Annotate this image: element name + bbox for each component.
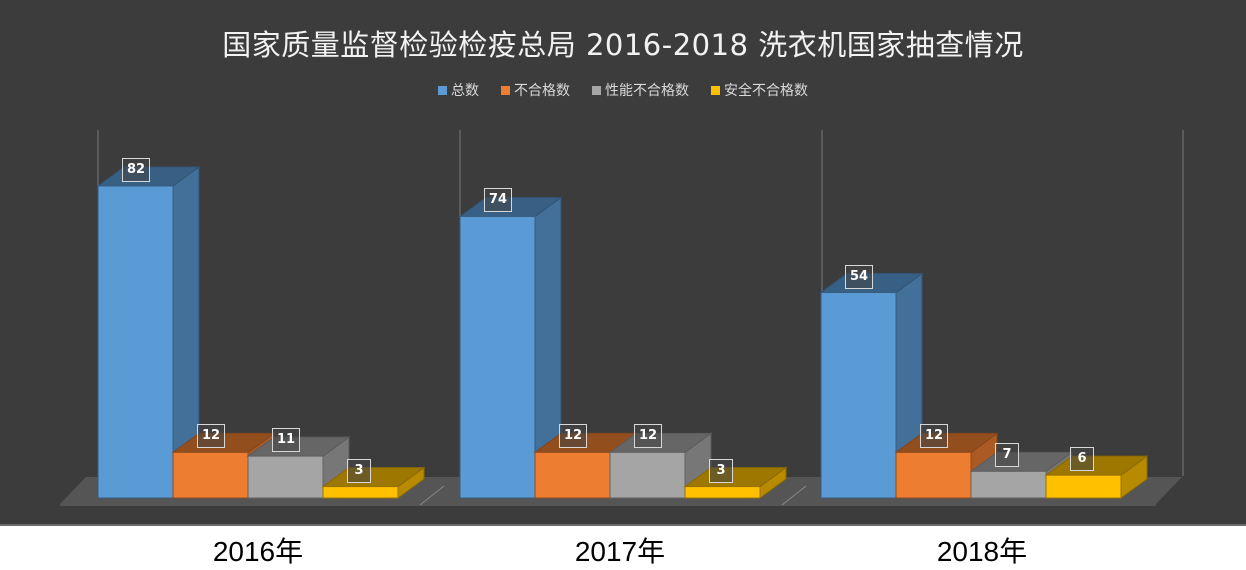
category-separator	[781, 485, 807, 506]
plot-area	[60, 130, 1184, 506]
category-label-2016: 2016年	[212, 536, 304, 567]
data-label: 3	[709, 458, 733, 483]
data-label: 6	[1070, 447, 1094, 472]
legend-item-total: 总数	[438, 80, 479, 100]
legend-swatch-unqualified	[501, 85, 510, 95]
chart-panel: 国家质量监督检验检疫总局 2016-2018 洗衣机国家抽查情况 总数 不合格数…	[0, 0, 1246, 526]
data-label: 54	[845, 264, 874, 289]
data-label: 82	[122, 158, 151, 182]
data-label: 12	[197, 424, 226, 449]
data-label: 12	[634, 424, 663, 449]
legend-label-unqualified: 不合格数	[514, 83, 570, 99]
legend-label-total: 总数	[451, 83, 479, 99]
data-label: 7	[995, 443, 1019, 468]
chart-title: 国家质量监督检验检疫总局 2016-2018 洗衣机国家抽查情况	[222, 28, 1024, 62]
legend-label-safety: 安全不合格数	[724, 83, 808, 99]
data-label: 3	[347, 458, 371, 483]
legend-swatch-performance	[592, 85, 601, 95]
legend-item-safety: 安全不合格数	[711, 80, 808, 100]
legend-swatch-safety	[711, 85, 720, 95]
category-label-2017: 2017年	[574, 536, 666, 567]
legend-item-unqualified: 不合格数	[501, 80, 570, 100]
category-label-2018: 2018年	[936, 536, 1028, 567]
category-separator	[419, 485, 445, 506]
data-label: 11	[272, 428, 301, 453]
data-label: 12	[920, 424, 949, 449]
chart-legend: 总数 不合格数 性能不合格数 安全不合格数	[0, 80, 1246, 100]
data-label: 74	[484, 188, 513, 213]
legend-item-performance: 性能不合格数	[592, 80, 689, 100]
legend-label-performance: 性能不合格数	[605, 83, 689, 99]
data-label: 12	[559, 424, 588, 449]
legend-swatch-total	[438, 85, 447, 95]
bar-2017年-总数	[458, 196, 563, 499]
